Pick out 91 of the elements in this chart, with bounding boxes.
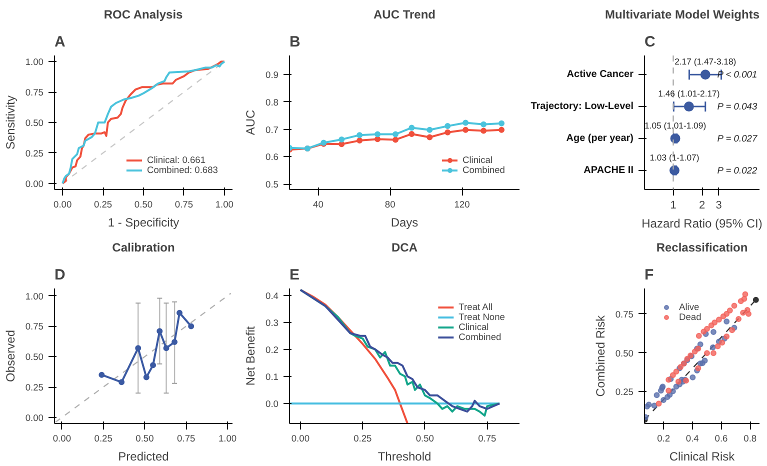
x-tick-label: 1.00 <box>215 200 234 210</box>
x-tick-label: 0.50 <box>416 434 434 444</box>
x-tick-label: 80 <box>384 200 396 210</box>
y-tick-label: 0.7 <box>266 124 278 135</box>
x-axis-title: 1 - Specificity <box>108 216 180 230</box>
annotation: P = 0.043 <box>717 102 758 112</box>
text: E <box>290 266 300 284</box>
text: F <box>644 266 654 284</box>
legend-label: Alive <box>679 302 700 312</box>
y-axis-title: Observed <box>3 330 18 382</box>
x-tick-label: 0.00 <box>291 434 310 444</box>
x-tick-label: 0.50 <box>136 434 154 444</box>
x-tick-label: 0.00 <box>52 434 72 444</box>
chart-title: DCA <box>392 240 418 254</box>
x-tick-label: 0.25 <box>94 200 112 210</box>
y-tick-label: Age (per year) <box>566 132 634 144</box>
legend-label: Combined <box>458 332 502 342</box>
text: B <box>290 34 300 50</box>
y-tick-label: Trajectory: Low-Level <box>530 101 634 112</box>
y-axis-title: Net Benefit <box>244 326 258 386</box>
legend-label: Treat None <box>458 312 505 322</box>
legend-label: Clinical <box>462 155 493 165</box>
y-tick-label: 0.25 <box>25 148 44 158</box>
x-axis-title: Hazard Ratio (95% CI) <box>642 216 762 230</box>
chart-title: ROC Analysis <box>104 8 184 22</box>
legend-label: Combined: 0.683 <box>146 165 218 175</box>
annotation: P = 0.027 <box>717 133 758 144</box>
x-tick-label: 0.6 <box>714 434 728 444</box>
legend-label: Dead <box>679 312 702 322</box>
chart-title: Multivariate Model Weights <box>605 8 760 22</box>
y-tick-label: 0.50 <box>615 348 634 358</box>
y-tick-label: APACHE II <box>584 164 634 176</box>
x-tick-label: 1.00 <box>218 434 237 444</box>
y-tick-label: Active Cancer <box>566 69 634 80</box>
legend-label: Combined <box>462 165 505 175</box>
x-tick-label: 0.50 <box>134 200 153 210</box>
y-axis-title: AUC <box>244 110 258 136</box>
data-label: 1.03 (1-1.07) <box>650 152 700 162</box>
data-label: 1.46 (1.01-2.17) <box>658 88 720 99</box>
x-tick-label: 120 <box>454 200 470 210</box>
x-tick-label: 3 <box>716 200 722 212</box>
y-tick-label: 0.3 <box>266 318 278 328</box>
y-tick-label: 0.00 <box>25 178 44 189</box>
y-tick-label: 0.6 <box>266 152 278 162</box>
x-axis-title: Clinical Risk <box>669 450 736 464</box>
y-tick-label: 0.75 <box>25 88 44 98</box>
y-tick-label: 0.5 <box>266 180 278 190</box>
y-tick-label: 0.2 <box>266 344 278 355</box>
chart-title: Calibration <box>112 240 175 254</box>
y-axis-title: Sensitivity <box>3 95 18 150</box>
legend-label: Clinical <box>458 322 489 332</box>
y-tick-label: 0.9 <box>266 70 278 80</box>
x-tick-label: 0.2 <box>657 434 670 444</box>
x-tick-label: 0.00 <box>54 200 72 210</box>
x-axis-title: Days <box>390 216 418 230</box>
y-tick-label: 0.0 <box>266 398 278 409</box>
x-tick-label: 0.75 <box>478 434 496 444</box>
y-tick-label: 1.00 <box>25 57 44 68</box>
y-tick-label: 0.25 <box>615 387 634 398</box>
y-tick-label: 0.1 <box>266 372 278 382</box>
text: C <box>644 34 656 50</box>
y-tick-label: 0.75 <box>615 309 634 320</box>
x-axis-title: Predicted <box>118 450 169 464</box>
y-tick-label: 0.4 <box>266 290 278 301</box>
x-tick-label: 0.25 <box>354 434 372 444</box>
data-label: 1.05 (1.01-1.09) <box>644 120 706 130</box>
y-tick-label: 0.75 <box>25 322 44 332</box>
annotation: P = 0.022 <box>717 165 758 176</box>
x-tick-label: 0.25 <box>94 434 112 444</box>
y-tick-label: 0.50 <box>25 352 44 362</box>
x-tick-label: 0.8 <box>744 434 757 444</box>
x-tick-label: 2 <box>698 200 706 212</box>
y-tick-label: 0.25 <box>25 382 44 393</box>
y-tick-label: 0.8 <box>266 97 278 108</box>
x-tick-label: 0.75 <box>174 200 194 210</box>
x-tick-label: 0.75 <box>177 434 196 444</box>
legend-label: Treat All <box>458 302 493 312</box>
y-tick-label: 1.00 <box>25 291 44 302</box>
chart-title: Reclassification <box>656 240 748 254</box>
legend-label: Clinical: 0.661 <box>146 155 206 165</box>
text: A <box>54 34 66 50</box>
x-axis-title: Threshold <box>378 450 432 464</box>
y-axis-title: Combined Risk <box>593 314 608 397</box>
y-tick-label: 0.00 <box>25 412 44 423</box>
x-tick-label: 1 <box>670 200 676 212</box>
y-tick-label: 0.50 <box>25 118 44 128</box>
text: D <box>54 266 66 284</box>
x-tick-label: 40 <box>313 200 324 210</box>
chart-title: AUC Trend <box>374 8 436 22</box>
data-label: 2.17 (1.47-3.18) <box>674 56 736 67</box>
x-tick-label: 0.4 <box>686 434 699 444</box>
